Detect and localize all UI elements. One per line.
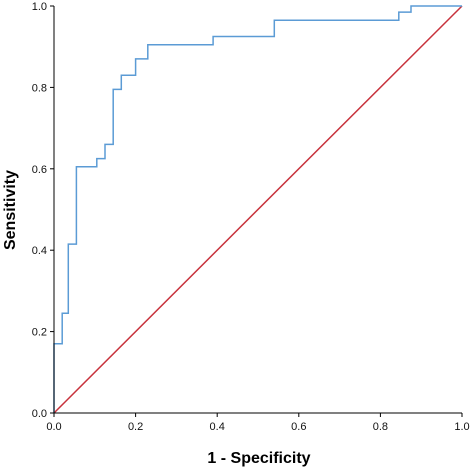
x-tick-label: 0.6 — [291, 421, 306, 433]
y-tick-label: 0.0 — [32, 408, 47, 420]
y-tick-label: 0.8 — [32, 82, 47, 94]
x-tick-label: 0.4 — [210, 421, 225, 433]
y-tick-label: 0.6 — [32, 164, 47, 176]
x-tick-label: 0.8 — [373, 421, 388, 433]
x-tick-label: 0.2 — [128, 421, 143, 433]
x-tick-label: 0.0 — [46, 421, 61, 433]
y-tick-label: 0.4 — [32, 245, 47, 257]
x-tick-label: 1.0 — [454, 421, 469, 433]
y-tick-label: 1.0 — [32, 1, 47, 13]
y-tick-label: 0.2 — [32, 327, 47, 339]
x-axis-title: 1 - Specificity — [207, 450, 310, 467]
reference-diagonal-line — [53, 5, 463, 414]
roc-curve-line — [53, 5, 462, 413]
y-axis-title: Sensitivity — [2, 170, 19, 250]
